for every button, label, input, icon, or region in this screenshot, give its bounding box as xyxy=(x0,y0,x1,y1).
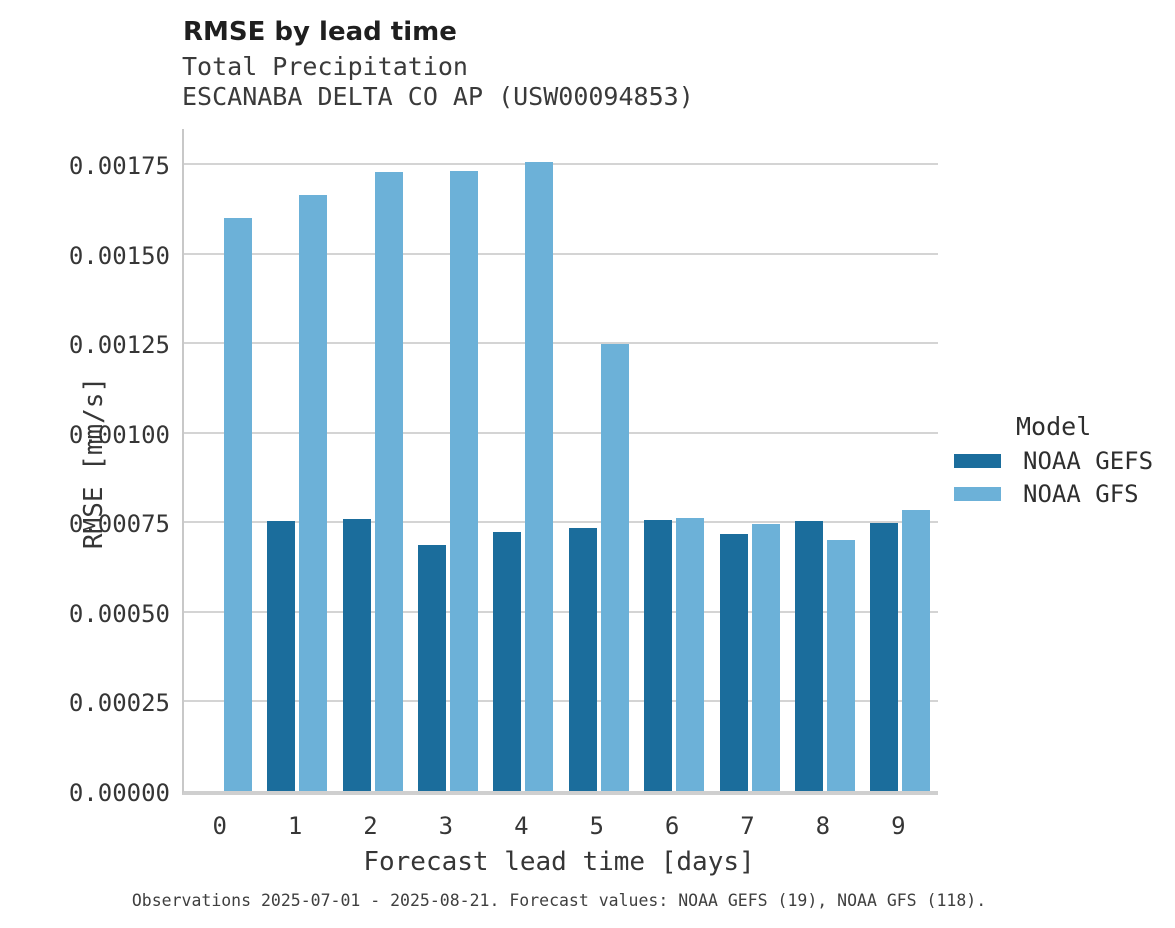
y-tick-label: 0.00150 xyxy=(68,241,170,270)
x-tick-label: 4 xyxy=(514,812,529,840)
y-tick-label: 0.00050 xyxy=(68,599,170,628)
x-tick-label: 9 xyxy=(891,812,906,840)
x-tick-label: 6 xyxy=(664,812,680,840)
legend-title: Model xyxy=(1016,412,1092,441)
y-tick-label: 0.00125 xyxy=(68,331,170,360)
legend-swatch-noaa-gfs-icon xyxy=(954,486,1001,501)
bar-noaa-gefs-lead-7 xyxy=(719,534,748,791)
bar-noaa-gfs-lead-8 xyxy=(826,539,855,791)
x-tick-label: 2 xyxy=(363,812,378,840)
x-tick-label: 0 xyxy=(212,812,227,840)
y-tick-label: 0.00000 xyxy=(68,779,170,807)
x-tick-label: 1 xyxy=(287,812,303,840)
bar-noaa-gefs-lead-9 xyxy=(870,523,899,791)
legend-swatch-noaa-gefs-icon xyxy=(954,453,1001,468)
x-tick-label: 5 xyxy=(589,812,604,840)
plot-area xyxy=(182,129,938,795)
x-tick-label: 7 xyxy=(740,812,755,840)
x-tick-label: 3 xyxy=(438,812,454,840)
bar-noaa-gfs-lead-4 xyxy=(525,162,554,791)
y-tick-label: 0.00100 xyxy=(68,420,170,449)
gridline xyxy=(184,431,938,434)
y-tick-label: 0.00075 xyxy=(68,510,170,539)
bar-noaa-gfs-lead-9 xyxy=(902,509,931,791)
bar-noaa-gfs-lead-1 xyxy=(299,195,328,791)
gridline xyxy=(184,252,938,255)
x-axis-label: Forecast lead time [days] xyxy=(363,847,755,877)
legend-label-noaa-gfs: NOAA GFS xyxy=(1023,479,1139,508)
chart-subtitle-line1: Total Precipitation xyxy=(182,52,468,81)
gridline xyxy=(184,163,938,166)
legend: Model NOAA GEFS NOAA GFS xyxy=(954,410,1153,510)
bar-noaa-gfs-lead-7 xyxy=(751,524,780,791)
x-tick-label: 8 xyxy=(815,812,831,840)
bar-noaa-gfs-lead-0 xyxy=(223,217,252,791)
bar-noaa-gefs-lead-2 xyxy=(342,518,371,791)
y-tick-label: 0.00025 xyxy=(68,689,170,718)
bar-noaa-gfs-lead-2 xyxy=(374,172,403,791)
bar-noaa-gefs-lead-4 xyxy=(493,532,522,791)
bar-noaa-gefs-lead-6 xyxy=(644,520,673,791)
bar-noaa-gefs-lead-8 xyxy=(794,520,823,791)
bar-noaa-gfs-lead-3 xyxy=(449,170,478,791)
gridline xyxy=(184,610,938,613)
chart-subtitle: Total Precipitation ESCANABA DELTA CO AP… xyxy=(182,52,694,111)
legend-label-noaa-gefs: NOAA GEFS xyxy=(1023,446,1154,475)
bar-noaa-gfs-lead-6 xyxy=(676,518,705,791)
bar-noaa-gefs-lead-5 xyxy=(568,528,597,791)
legend-item-noaa-gefs: NOAA GEFS xyxy=(954,444,1153,477)
y-tick-label: 0.00175 xyxy=(68,152,170,181)
bar-noaa-gfs-lead-5 xyxy=(600,343,629,791)
gridline xyxy=(184,342,938,345)
chart-title: RMSE by lead time xyxy=(183,17,457,47)
caption: Observations 2025-07-01 - 2025-08-21. Fo… xyxy=(131,891,987,910)
bar-noaa-gefs-lead-3 xyxy=(417,544,446,791)
legend-item-noaa-gfs: NOAA GFS xyxy=(954,477,1153,510)
chart-subtitle-line2: ESCANABA DELTA CO AP (USW00094853) xyxy=(182,81,694,111)
bar-noaa-gefs-lead-1 xyxy=(267,520,296,791)
gridline xyxy=(184,521,938,524)
gridline xyxy=(184,700,938,703)
